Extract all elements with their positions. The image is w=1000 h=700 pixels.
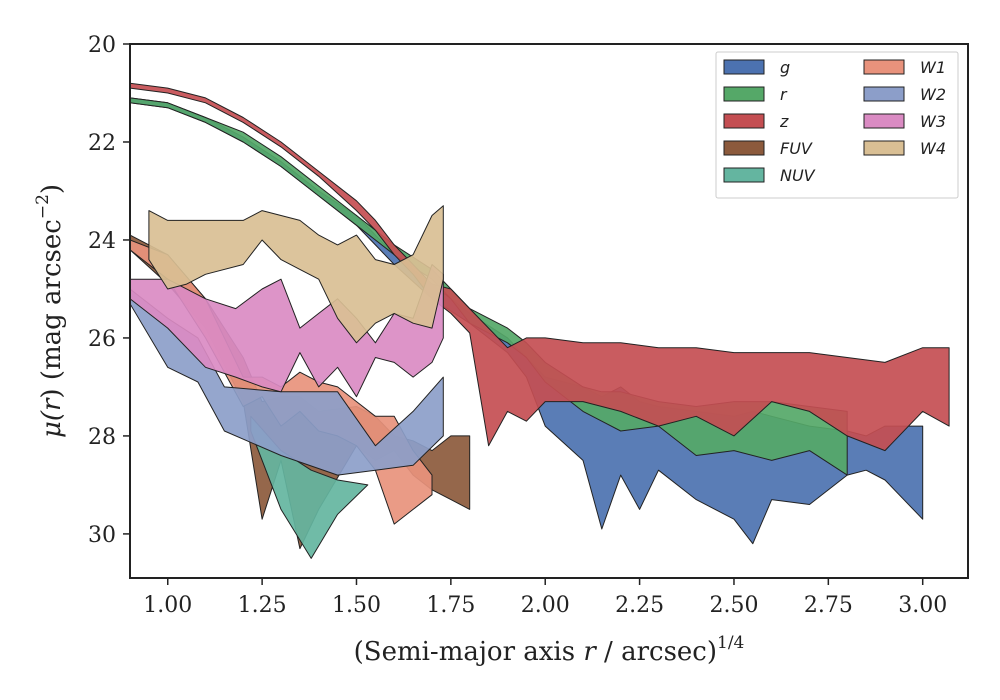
x-tick-label: 1.00 xyxy=(143,593,192,618)
legend-swatch-nuv xyxy=(723,167,765,183)
y-tick-label: 30 xyxy=(88,523,116,548)
legend-swatch-fuv xyxy=(723,140,765,156)
legend-label-w1: W1 xyxy=(920,58,946,77)
legend-swatch-w3 xyxy=(863,113,905,129)
x-tick-label: 1.25 xyxy=(238,593,287,618)
y-axis-label-var: r xyxy=(37,397,67,411)
x-axis: 1.00 1.25 1.50 1.75 2.00 2.25 2.50 2.75 3.00 xyxy=(143,578,947,618)
legend-swatch-w1 xyxy=(863,59,905,75)
x-tick-label: 2.00 xyxy=(521,593,570,618)
legend-label-r: r xyxy=(780,85,788,104)
y-axis-label-sup: −2 xyxy=(33,194,53,219)
area-w4 xyxy=(148,205,444,344)
x-axis-label-var: r xyxy=(583,637,597,667)
x-tick-label: 3.00 xyxy=(898,593,947,618)
x-tick-label: 2.75 xyxy=(804,593,853,618)
legend-label-w3: W3 xyxy=(920,112,946,131)
legend-label-w2: W2 xyxy=(920,85,946,104)
x-axis-label-pre: (Semi-major axis xyxy=(354,637,584,667)
series-areas xyxy=(130,82,950,559)
x-axis-label-sup: 1/4 xyxy=(717,633,744,653)
y-axis-label-mu: μ( xyxy=(37,410,67,438)
legend: grz FUV NUV W1 W2 W3 W4 xyxy=(715,51,959,199)
y-tick-label: 28 xyxy=(88,425,116,450)
legend-swatch-z xyxy=(723,113,765,129)
y-tick-label: 26 xyxy=(88,327,116,352)
legend-swatch-w4 xyxy=(863,140,905,156)
legend-label-fuv: FUV xyxy=(780,139,813,158)
x-tick-label: 2.25 xyxy=(615,593,664,618)
area-w2 xyxy=(130,288,444,476)
x-tick-label: 1.75 xyxy=(426,593,475,618)
y-axis: 20 22 24 26 28 30 xyxy=(88,33,130,548)
y-axis-label-mid: ) (mag arcsec xyxy=(37,219,67,398)
x-tick-label: 1.50 xyxy=(332,593,381,618)
y-axis-label: μ(r) (mag arcsec−2) xyxy=(33,184,67,438)
legend-label-z: z xyxy=(779,112,789,131)
x-axis-label-post: / arcsec) xyxy=(596,637,717,667)
y-tick-label: 20 xyxy=(88,33,116,58)
legend-label-g: g xyxy=(780,58,790,77)
legend-label-nuv: NUV xyxy=(780,166,816,185)
y-tick-label: 24 xyxy=(88,229,116,254)
x-tick-label: 2.50 xyxy=(709,593,758,618)
y-tick-label: 22 xyxy=(88,131,116,156)
legend-swatch-r xyxy=(723,86,765,102)
area-w3 xyxy=(130,264,444,398)
legend-swatch-g xyxy=(723,59,765,75)
legend-swatch-w2 xyxy=(863,86,905,102)
y-axis-label-end: ) xyxy=(37,184,67,194)
legend-label-w4: W4 xyxy=(920,139,946,158)
plot-frame xyxy=(129,43,969,579)
x-axis-label: (Semi-major axis r / arcsec)1/4 xyxy=(354,633,745,667)
